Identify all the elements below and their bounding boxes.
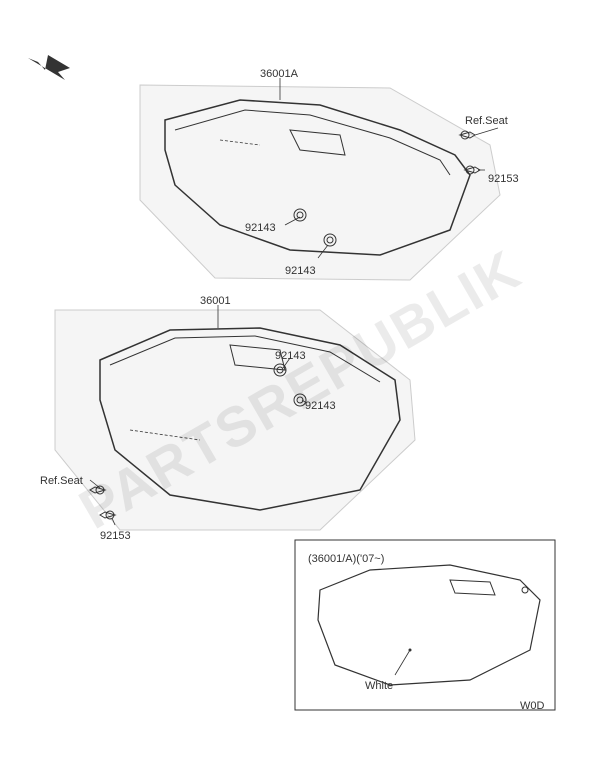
- inset-box: [295, 540, 555, 710]
- label-white: White: [365, 680, 393, 692]
- label-ref-seat-upper: Ref.Seat: [465, 115, 508, 127]
- diagram-svg: [0, 0, 600, 778]
- label-92153-lower: 92153: [100, 530, 131, 542]
- label-wod: W0D: [520, 700, 544, 712]
- label-36001: 36001: [200, 295, 231, 307]
- direction-arrow: [28, 55, 70, 80]
- label-92143-2: 92143: [285, 265, 316, 277]
- label-ref-seat-lower: Ref.Seat: [40, 475, 83, 487]
- upper-panel-bg: [140, 85, 500, 280]
- inset-side-cover: [318, 565, 540, 685]
- label-92143-1: 92143: [245, 222, 276, 234]
- label-92153-upper: 92153: [488, 173, 519, 185]
- label-36001A: 36001A: [260, 68, 298, 80]
- label-92143-4: 92143: [305, 400, 336, 412]
- label-92143-3: 92143: [275, 350, 306, 362]
- lower-panel-bg: [55, 310, 415, 530]
- parts-diagram: 36001A Ref.Seat 92153 92143 92143 36001 …: [0, 0, 600, 778]
- label-variant: (36001/A)('07~): [308, 553, 384, 565]
